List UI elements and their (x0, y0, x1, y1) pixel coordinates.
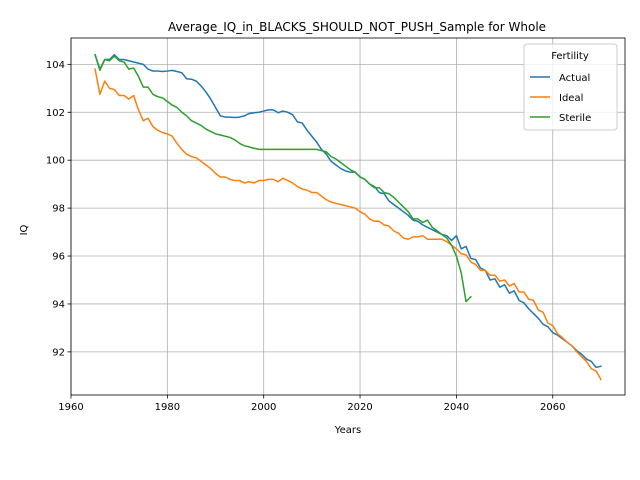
x-tick-label: 1960 (58, 402, 83, 413)
grid (70, 38, 625, 395)
x-axis-ticks: 1960 1980 2000 2020 2040 2060 (58, 395, 565, 413)
series-line-sterile (94, 53, 472, 303)
x-tick-label: 2060 (540, 402, 565, 413)
y-tick-label: 92 (52, 347, 65, 358)
x-axis-label: Years (334, 425, 361, 436)
legend-items: Actual Ideal Sterile (530, 73, 591, 124)
legend-label-actual: Actual (559, 73, 590, 84)
chart-title: Average_IQ_in_BLACKS_SHOULD_NOT_PUSH_Sam… (168, 20, 546, 34)
legend-label-ideal: Ideal (559, 93, 583, 104)
legend-title: Fertility (551, 51, 589, 62)
y-tick-label: 94 (52, 299, 65, 310)
y-tick-label: 104 (46, 60, 65, 71)
y-tick-label: 100 (46, 156, 65, 167)
y-tick-label: 96 (52, 252, 65, 263)
legend: Fertility Actual Ideal Sterile (523, 43, 618, 131)
x-tick-label: 2020 (347, 402, 372, 413)
legend-label-sterile: Sterile (559, 113, 591, 124)
x-tick-label: 1980 (155, 402, 180, 413)
series-line-actual (94, 53, 602, 369)
x-tick-label: 2040 (444, 402, 469, 413)
y-tick-label: 98 (52, 204, 65, 215)
series-group (94, 53, 602, 381)
legend-box (523, 43, 618, 131)
series-line-ideal (94, 68, 602, 381)
plot-area-frame (70, 37, 626, 396)
y-axis-label: IQ (19, 224, 30, 235)
y-tick-label: 102 (46, 108, 65, 119)
y-axis-ticks: 92 94 96 98 100 102 104 (46, 60, 71, 358)
x-tick-label: 2000 (251, 402, 276, 413)
